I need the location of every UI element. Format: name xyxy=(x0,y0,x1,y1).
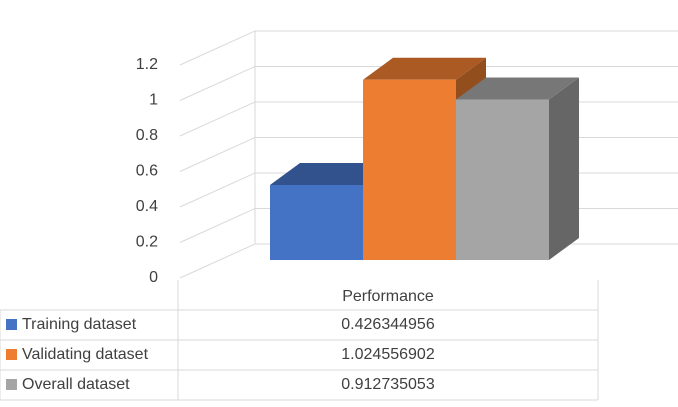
legend-key xyxy=(6,319,17,330)
table-value: 0.426344956 xyxy=(341,316,435,333)
y-tick-label: 0.6 xyxy=(136,163,158,180)
bar-side xyxy=(549,77,579,260)
legend-label: Training dataset xyxy=(22,316,137,333)
legend-label: Validating dataset xyxy=(22,346,149,363)
y-tick-label: 0 xyxy=(149,269,158,286)
bar-top xyxy=(270,163,393,186)
bar xyxy=(456,77,579,260)
table-value: 0.912735053 xyxy=(341,376,435,393)
y-tick-label: 0.4 xyxy=(136,198,158,215)
x-category-label: Performance xyxy=(342,288,434,305)
y-tick-label: 1.2 xyxy=(136,56,158,73)
legend-key xyxy=(6,379,17,390)
legend-label: Overall dataset xyxy=(22,376,130,393)
legend-key xyxy=(6,349,17,360)
bar-front xyxy=(456,99,549,260)
bar-front xyxy=(270,185,363,260)
bar-front xyxy=(363,79,456,260)
y-tick-label: 0.2 xyxy=(136,234,158,251)
y-tick-label: 1 xyxy=(149,92,158,109)
y-tick-label: 0.8 xyxy=(136,127,158,144)
bar-top xyxy=(456,77,579,100)
bar-top xyxy=(363,57,486,80)
table-value: 1.024556902 xyxy=(341,346,435,363)
